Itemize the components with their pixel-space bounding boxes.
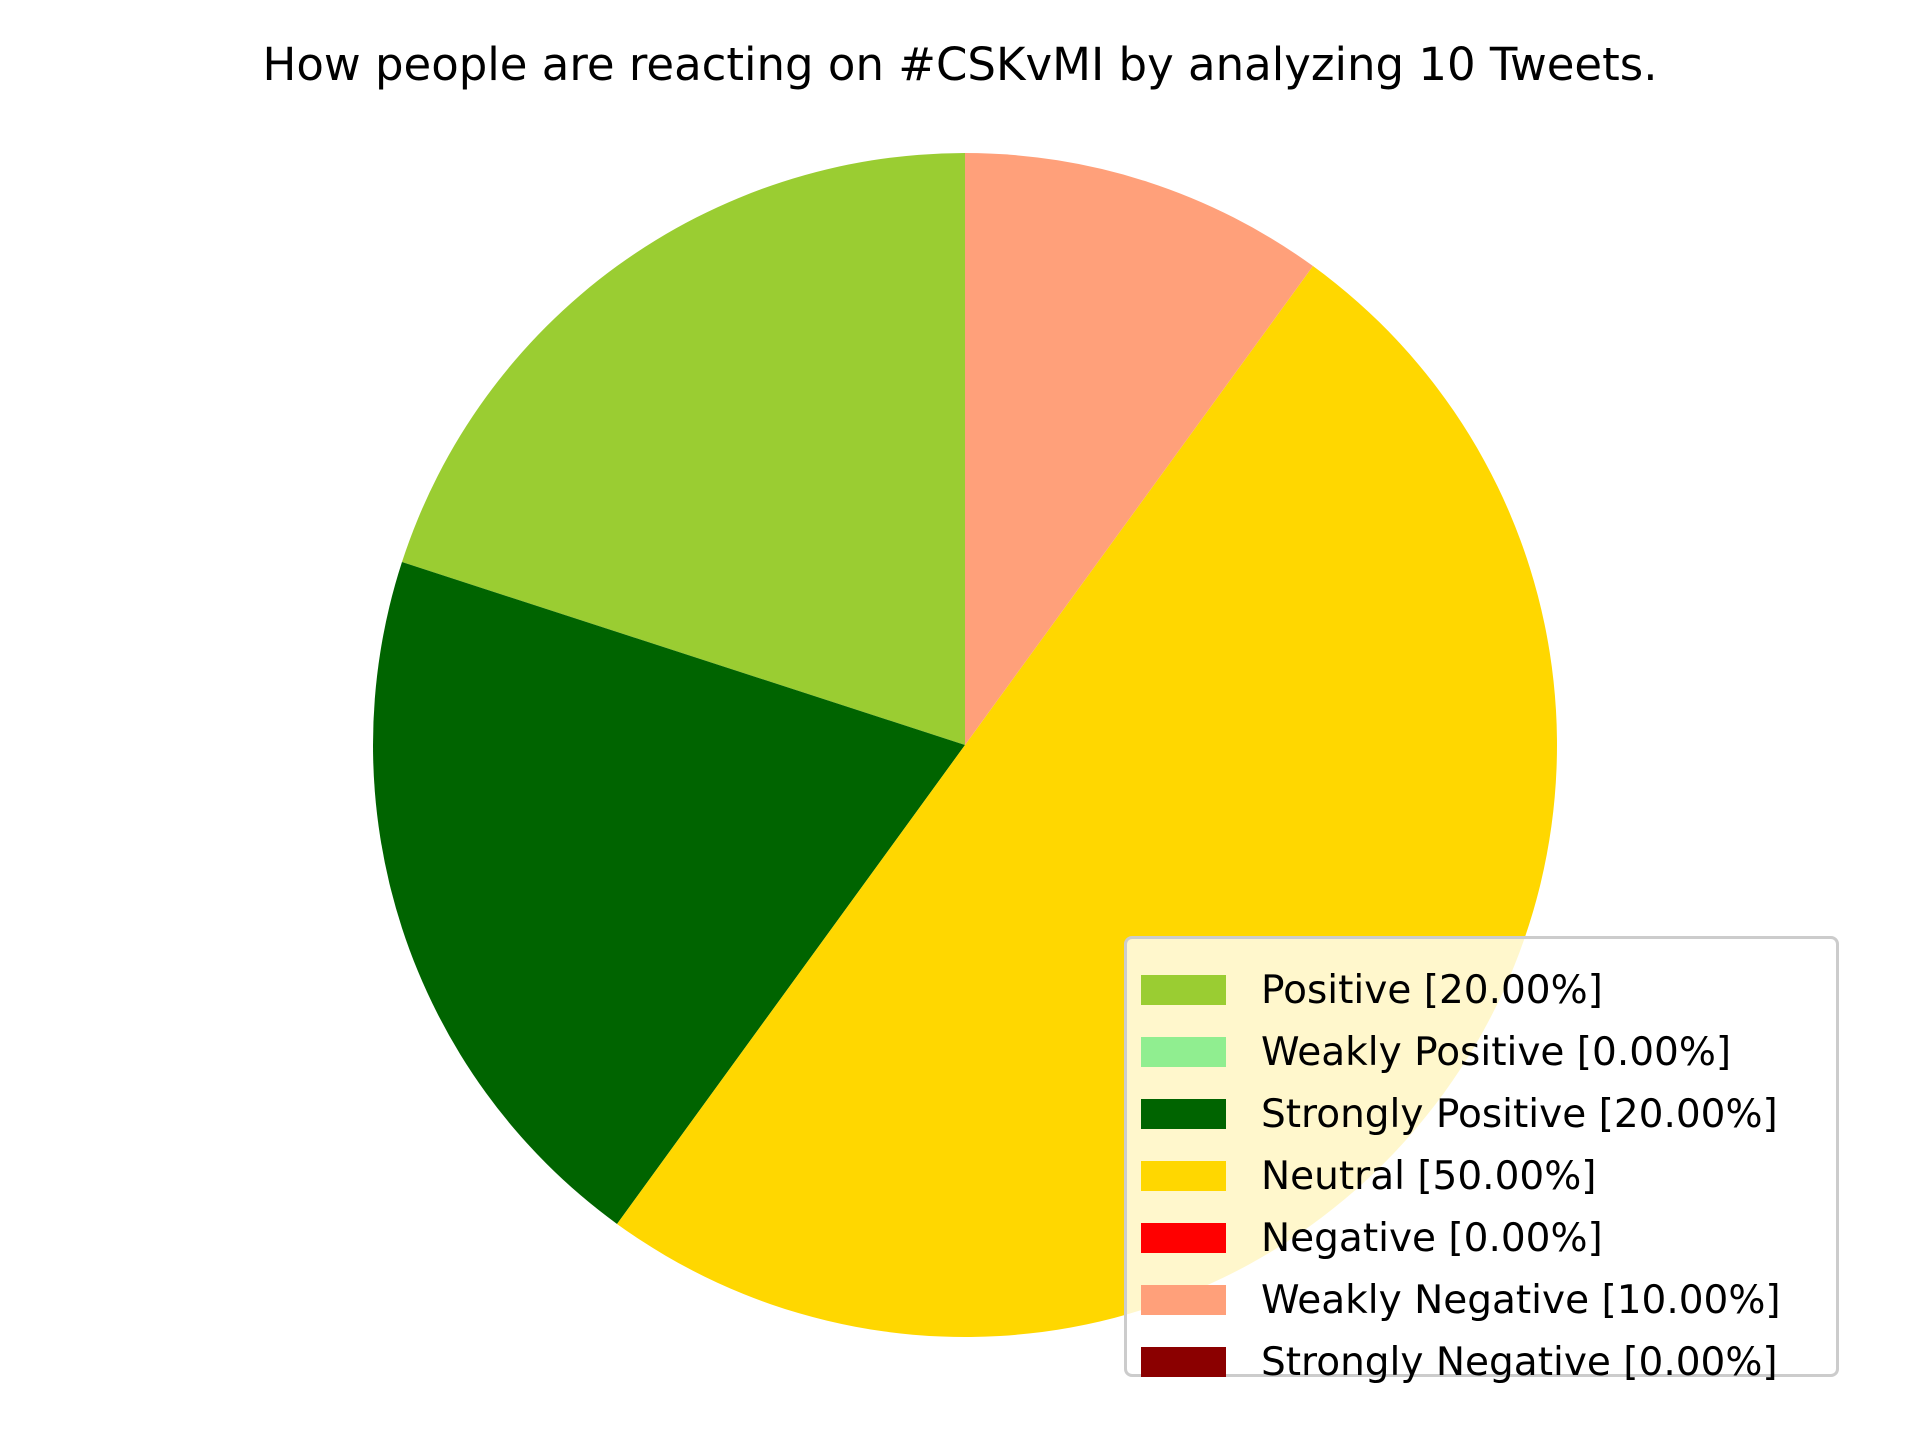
pie-slice-strongly-positive [372, 562, 965, 1224]
chart-title: How people are reacting on #CSKvMI by an… [262, 38, 1658, 91]
legend-swatch-strongly-positive [1141, 1099, 1226, 1129]
legend-swatch-neutral [1141, 1161, 1226, 1191]
legend-swatch-weakly-negative [1141, 1285, 1226, 1315]
legend-entry-positive: Positive [20.00%] [1141, 959, 1836, 1021]
legend-entry-neutral: Neutral [50.00%] [1141, 1145, 1836, 1207]
legend-entry-weakly-positive: Weakly Positive [0.00%] [1141, 1021, 1836, 1083]
legend-swatch-negative [1141, 1223, 1226, 1253]
legend-swatch-weakly-positive [1141, 1037, 1226, 1067]
legend-entry-strongly-negative: Strongly Negative [0.00%] [1141, 1331, 1836, 1393]
legend-label-negative: Negative [0.00%] [1261, 1215, 1603, 1261]
pie-slice-positive [401, 153, 965, 745]
legend-label-weakly-negative: Weakly Negative [10.00%] [1261, 1277, 1781, 1323]
legend: Positive [20.00%] Weakly Positive [0.00%]… [1124, 936, 1839, 1385]
legend-entry-strongly-positive: Strongly Positive [20.00%] [1141, 1083, 1836, 1145]
legend-label-neutral: Neutral [50.00%] [1261, 1153, 1597, 1199]
legend-label-weakly-positive: Weakly Positive [0.00%] [1261, 1029, 1732, 1075]
legend-swatch-positive [1141, 975, 1226, 1005]
legend-label-strongly-negative: Strongly Negative [0.00%] [1261, 1339, 1778, 1385]
pie-slice-weakly-negative [965, 153, 1313, 745]
legend-label-positive: Positive [20.00%] [1261, 967, 1603, 1013]
legend-swatch-strongly-negative [1141, 1347, 1226, 1377]
legend-entry-weakly-negative: Weakly Negative [10.00%] [1141, 1269, 1836, 1331]
legend-label-strongly-positive: Strongly Positive [20.00%] [1261, 1091, 1778, 1137]
legend-entry-negative: Negative [0.00%] [1141, 1207, 1836, 1269]
